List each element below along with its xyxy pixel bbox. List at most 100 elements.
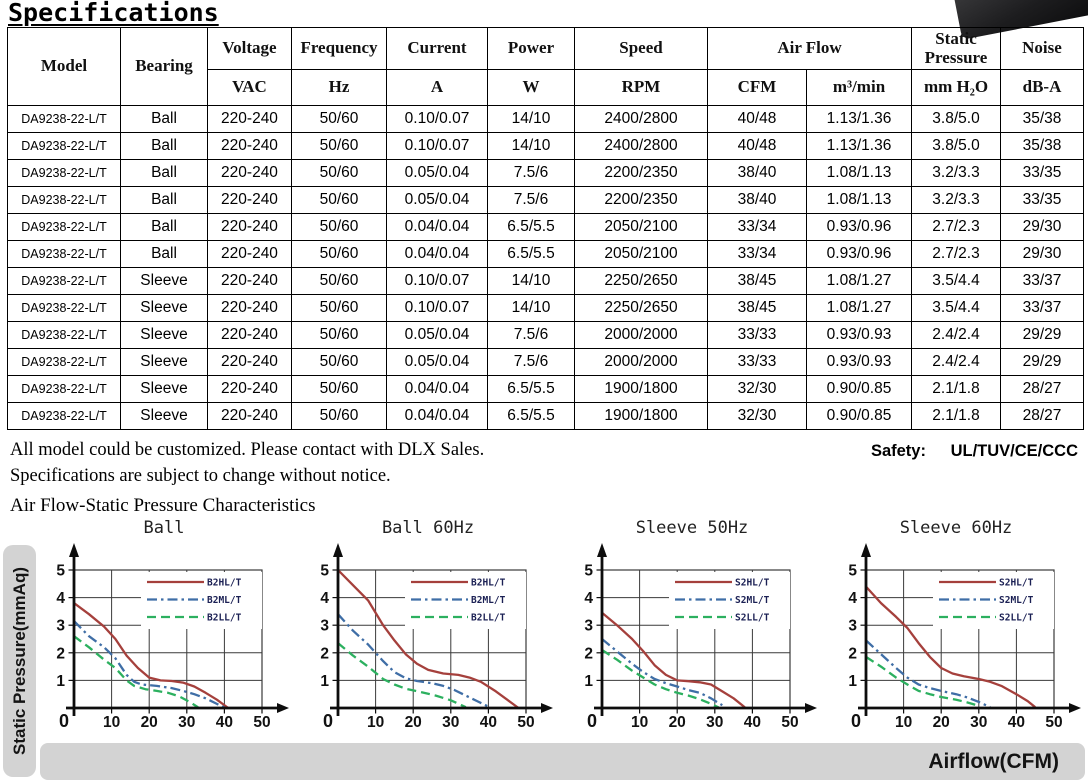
svg-text:2: 2 <box>56 645 65 662</box>
legend-label: S2HL/T <box>999 578 1034 589</box>
svg-text:3: 3 <box>56 618 65 635</box>
series-b2ll-t <box>337 642 467 709</box>
series-b2ml-t <box>73 620 225 709</box>
series-s2ml-t <box>601 638 723 707</box>
table-row: DA9238-22-L/T Ball 220-240 50/60 0.04/0.04 6.… <box>7 240 1084 268</box>
legend-label: S2LL/T <box>999 613 1034 624</box>
table-cell: 33/35 <box>1000 186 1084 214</box>
table-row: DA9238-22-L/T Ball 220-240 50/60 0.05/0.04 7.… <box>7 159 1084 187</box>
table-cell: 2200/2350 <box>574 186 708 214</box>
table-cell: 40/48 <box>707 105 807 133</box>
svg-text:10: 10 <box>103 714 120 731</box>
table-cell: DA9238-22-L/T <box>7 240 121 268</box>
table-cell: DA9238-22-L/T <box>7 159 121 187</box>
table-cell: 220-240 <box>207 348 292 376</box>
page-title: Specifications <box>8 0 219 27</box>
table-row: DA9238-22-L/T Ball 220-240 50/60 0.10/0.07 14… <box>7 132 1084 160</box>
table-cell: 50/60 <box>291 186 387 214</box>
table-cell: 33/37 <box>1000 294 1084 322</box>
chart-title: Sleeve 50Hz <box>635 518 749 538</box>
unit-cfm: CFM <box>707 69 807 106</box>
table-cell: Ball <box>120 213 208 241</box>
svg-text:4: 4 <box>56 590 65 607</box>
table-cell: 1900/1800 <box>574 402 708 430</box>
svg-text:0: 0 <box>59 711 69 731</box>
legend-label: B2LL/T <box>207 613 242 624</box>
table-cell: 2400/2800 <box>574 105 708 133</box>
table-cell: DA9238-22-L/T <box>7 267 121 295</box>
series-s2hl-t <box>601 611 746 709</box>
table-cell: 0.04/0.04 <box>386 375 488 403</box>
table-cell: 7.5/6 <box>487 321 575 349</box>
x-axis-band: Airflow(CFM) <box>40 743 1085 780</box>
table-cell: Sleeve <box>120 267 208 295</box>
table-cell: 220-240 <box>207 186 292 214</box>
table-cell: 3.8/5.0 <box>911 132 1001 160</box>
table-row: DA9238-22-L/T Ball 220-240 50/60 0.10/0.07 14… <box>7 105 1084 133</box>
svg-text:10: 10 <box>895 714 912 731</box>
legend-label: B2HL/T <box>207 578 242 589</box>
table-cell: 0.90/0.85 <box>806 375 912 403</box>
col-header-model: Model <box>7 27 121 106</box>
table-cell: DA9238-22-L/T <box>7 402 121 430</box>
unit-w: W <box>487 69 575 106</box>
section-title-airflow-static-pressure: Air Flow-Static Pressure Characteristics <box>10 495 316 516</box>
table-row: DA9238-22-L/T Ball 220-240 50/60 0.04/0.04 6.… <box>7 213 1084 241</box>
table-cell: 2000/2000 <box>574 348 708 376</box>
table-cell: 35/38 <box>1000 132 1084 160</box>
svg-text:10: 10 <box>367 714 384 731</box>
table-cell: 2000/2000 <box>574 321 708 349</box>
unit-mmh2o: mm H₂O <box>911 69 1001 106</box>
table-cell: 38/45 <box>707 294 807 322</box>
table-cell: 50/60 <box>291 105 387 133</box>
table-cell: 6.5/5.5 <box>487 240 575 268</box>
legend-label: B2LL/T <box>471 613 506 624</box>
table-cell: 2050/2100 <box>574 213 708 241</box>
table-cell: Ball <box>120 240 208 268</box>
col-header-voltage: Voltage <box>207 27 292 70</box>
table-cell: 2.7/2.3 <box>911 240 1001 268</box>
table-cell: 6.5/5.5 <box>487 375 575 403</box>
table-cell: 220-240 <box>207 402 292 430</box>
table-cell: 7.5/6 <box>487 186 575 214</box>
svg-text:40: 40 <box>480 714 497 731</box>
table-cell: 0.05/0.04 <box>386 159 488 187</box>
table-cell: 32/30 <box>707 375 807 403</box>
safety-certifications: Safety: UL/TUV/CE/CCC <box>871 442 1078 461</box>
chart-block: Ball 60Hz B2HL/T B2ML/T B2LL/T 0 10 20 30 40 50 1 2… <box>302 518 554 745</box>
svg-text:1: 1 <box>848 673 857 690</box>
table-cell: 33/37 <box>1000 267 1084 295</box>
chart-ball-60hz: B2HL/T B2ML/T B2LL/T 0 10 20 30 40 50 1 2 3 4 5 <box>320 543 553 731</box>
svg-text:5: 5 <box>584 563 593 580</box>
svg-text:30: 30 <box>970 714 987 731</box>
table-cell: 38/45 <box>707 267 807 295</box>
table-cell: 14/10 <box>487 294 575 322</box>
table-row: DA9238-22-L/T Sleeve 220-240 50/60 0.05/0.04… <box>7 321 1084 349</box>
svg-text:50: 50 <box>517 714 534 731</box>
y-axis-band: Static Pressure(mmAq) <box>3 545 36 777</box>
table-cell: 2.7/2.3 <box>911 213 1001 241</box>
table-cell: 220-240 <box>207 294 292 322</box>
table-cell: 2.1/1.8 <box>911 402 1001 430</box>
table-cell: 6.5/5.5 <box>487 213 575 241</box>
table-cell: DA9238-22-L/T <box>7 105 121 133</box>
svg-text:20: 20 <box>933 714 950 731</box>
table-row: DA9238-22-L/T Sleeve 220-240 50/60 0.05/0.04… <box>7 348 1084 376</box>
table-cell: 220-240 <box>207 159 292 187</box>
table-row: DA9238-22-L/T Sleeve 220-240 50/60 0.04/0.04… <box>7 402 1084 430</box>
table-cell: Ball <box>120 159 208 187</box>
svg-text:1: 1 <box>584 673 593 690</box>
series-s2ll-t <box>865 655 980 707</box>
table-cell: 33/33 <box>707 348 807 376</box>
table-cell: 2250/2650 <box>574 294 708 322</box>
svg-text:0: 0 <box>851 711 861 731</box>
table-cell: 50/60 <box>291 267 387 295</box>
table-cell: 1900/1800 <box>574 375 708 403</box>
chart-block: Sleeve 50Hz S2HL/T S2ML/T S2LL/T 0 10 20 30 40 50… <box>566 518 818 745</box>
chart-title: Sleeve 60Hz <box>899 518 1013 538</box>
col-header-power: Power <box>487 27 575 70</box>
table-cell: DA9238-22-L/T <box>7 294 121 322</box>
table-cell: 29/30 <box>1000 213 1084 241</box>
table-cell: 14/10 <box>487 105 575 133</box>
charts-row: Ball B2HL/T B2ML/T B2LL/T 0 10 20 30 40 50 1 2 3 4 5 Ba… <box>38 518 1084 745</box>
